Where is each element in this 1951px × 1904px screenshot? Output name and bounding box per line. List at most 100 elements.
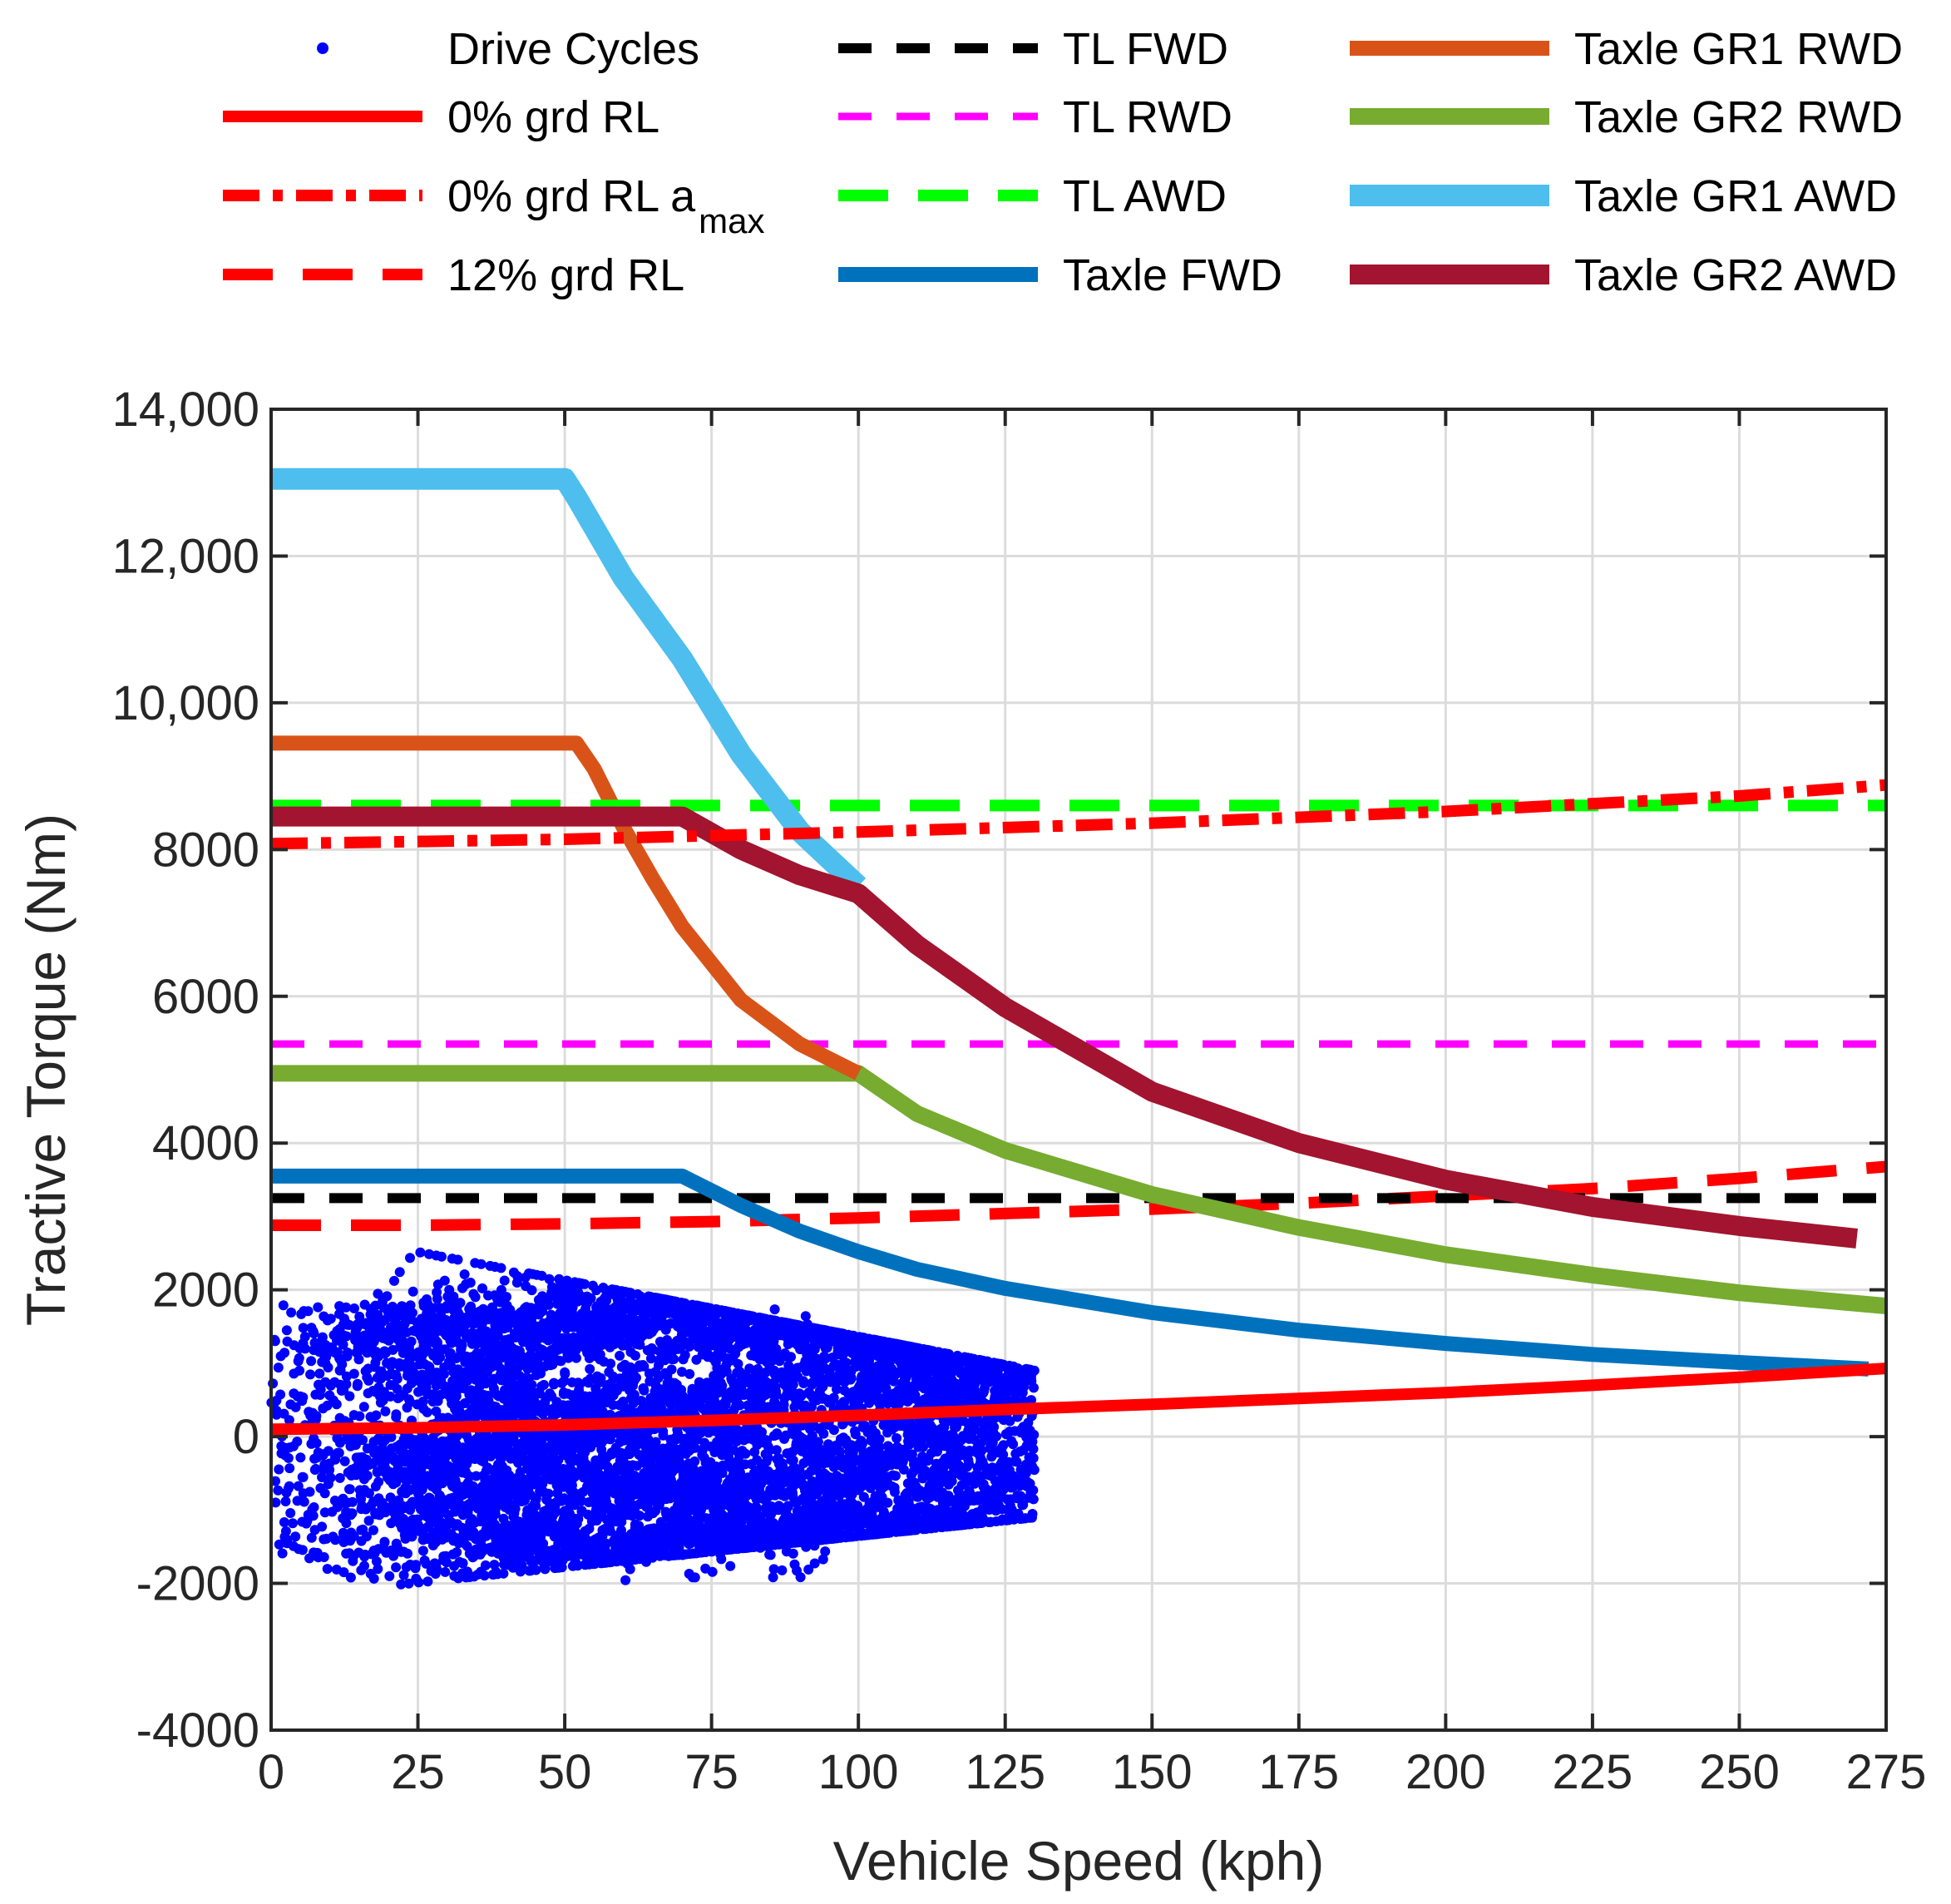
- drive-cycle-point: [950, 1422, 961, 1433]
- drive-cycle-point: [591, 1285, 602, 1296]
- drive-cycle-point: [477, 1568, 487, 1579]
- drive-cycle-point: [864, 1387, 875, 1398]
- drive-cycle-point: [1015, 1447, 1025, 1456]
- drive-cycle-point: [660, 1506, 671, 1517]
- drive-cycle-point: [852, 1501, 863, 1511]
- drive-cycle-point: [477, 1283, 487, 1293]
- drive-cycle-point: [953, 1361, 964, 1372]
- drive-cycle-point: [831, 1359, 842, 1370]
- drive-cycle-point: [319, 1488, 330, 1499]
- drive-cycle-point: [783, 1360, 794, 1371]
- drive-cycle-point: [536, 1270, 547, 1281]
- drive-cycle-point: [396, 1579, 407, 1590]
- drive-cycle-point: [552, 1488, 563, 1499]
- drive-cycle-point: [438, 1551, 449, 1562]
- drive-cycle-point: [461, 1488, 472, 1499]
- drive-cycle-point: [838, 1357, 849, 1367]
- drive-cycle-point: [415, 1504, 426, 1515]
- drive-cycle-point: [934, 1427, 945, 1438]
- drive-cycle-point: [373, 1564, 383, 1575]
- drive-cycle-point: [1017, 1380, 1028, 1391]
- drive-cycle-point: [980, 1422, 991, 1432]
- drive-cycle-point: [916, 1364, 926, 1375]
- drive-cycle-point: [391, 1562, 402, 1573]
- drive-cycle-point: [813, 1437, 823, 1447]
- drive-cycle-point: [511, 1278, 522, 1288]
- drive-cycle-point: [398, 1570, 409, 1580]
- drive-cycle-point: [712, 1379, 723, 1390]
- drive-cycle-point: [417, 1545, 428, 1556]
- drive-cycle-point: [858, 1449, 869, 1460]
- drive-cycle-point: [394, 1267, 405, 1278]
- drive-cycle-point: [551, 1285, 561, 1296]
- drive-cycle-point: [1028, 1444, 1039, 1454]
- drive-cycle-point: [437, 1251, 447, 1262]
- drive-cycle-point: [612, 1474, 623, 1485]
- drive-cycle-point: [798, 1376, 808, 1387]
- drive-cycle-point: [358, 1402, 369, 1412]
- drive-cycle-point: [317, 1521, 328, 1532]
- drive-cycle-point: [962, 1461, 972, 1472]
- drive-cycle-point: [468, 1288, 479, 1299]
- drive-cycle-point: [901, 1372, 911, 1382]
- drive-cycle-point: [465, 1278, 476, 1288]
- drive-cycle-point: [882, 1397, 892, 1408]
- drive-cycle-point: [692, 1513, 703, 1524]
- drive-cycle-point: [544, 1432, 555, 1442]
- drive-cycle-point: [368, 1525, 378, 1536]
- drive-cycle-point: [503, 1560, 514, 1570]
- drive-cycle-point: [741, 1491, 752, 1501]
- drive-cycle-point: [407, 1286, 418, 1297]
- drive-cycle-point: [447, 1492, 458, 1503]
- drive-cycle-point: [572, 1560, 583, 1571]
- drive-cycle-point: [1008, 1439, 1019, 1450]
- drive-cycle-point: [551, 1324, 562, 1335]
- drive-cycle-point: [462, 1375, 473, 1386]
- drive-cycle-point: [916, 1422, 926, 1433]
- drive-cycle-point: [379, 1536, 390, 1547]
- drive-cycle-point: [525, 1342, 536, 1353]
- drive-cycle-point: [373, 1476, 384, 1487]
- drive-cycle-point: [487, 1302, 497, 1313]
- drive-cycle-point: [989, 1422, 1000, 1432]
- drive-cycle-point: [459, 1269, 470, 1279]
- drive-cycle-point: [939, 1441, 950, 1451]
- drive-cycle-point: [454, 1454, 465, 1465]
- drive-cycle-point: [572, 1467, 583, 1478]
- drive-cycle-point: [979, 1461, 990, 1471]
- drive-cycle-point: [946, 1476, 957, 1486]
- drive-cycle-point: [739, 1499, 750, 1509]
- drive-cycle-point: [851, 1398, 862, 1409]
- drive-cycle-point: [604, 1367, 615, 1377]
- drive-cycle-point: [432, 1564, 442, 1575]
- drive-cycle-point: [447, 1549, 458, 1560]
- drive-cycle-point: [471, 1471, 482, 1481]
- drive-cycle-point: [1029, 1429, 1040, 1440]
- drive-cycle-point: [415, 1247, 426, 1258]
- drive-cycle-point: [862, 1503, 873, 1514]
- drive-cycle-point: [844, 1392, 855, 1403]
- drive-cycle-point: [457, 1558, 468, 1569]
- drive-cycle-point: [1017, 1500, 1028, 1511]
- drive-cycle-point: [328, 1531, 338, 1542]
- drive-cycle-point: [699, 1385, 709, 1396]
- drive-cycle-point: [493, 1391, 504, 1402]
- drive-cycle-point: [530, 1564, 541, 1575]
- drive-cycle-point: [363, 1388, 373, 1398]
- drive-cycle-point: [1024, 1492, 1035, 1503]
- drive-cycle-point: [1029, 1382, 1039, 1393]
- drive-cycle-point: [1000, 1429, 1011, 1440]
- drive-cycle-point: [405, 1253, 415, 1264]
- drive-cycle-point: [1028, 1453, 1039, 1463]
- drive-cycle-point: [411, 1560, 421, 1570]
- drive-cycle-point: [354, 1311, 365, 1322]
- drive-cycle-point: [489, 1290, 500, 1301]
- drive-cycle-point: [526, 1285, 537, 1296]
- drive-cycle-point: [496, 1284, 506, 1295]
- drive-cycle-point: [1019, 1428, 1030, 1439]
- drive-cycle-point: [431, 1484, 442, 1495]
- drive-cycle-point: [942, 1430, 953, 1441]
- drive-cycle-point: [543, 1335, 554, 1346]
- drive-cycle-point: [796, 1390, 807, 1401]
- drive-cycle-point: [582, 1474, 592, 1485]
